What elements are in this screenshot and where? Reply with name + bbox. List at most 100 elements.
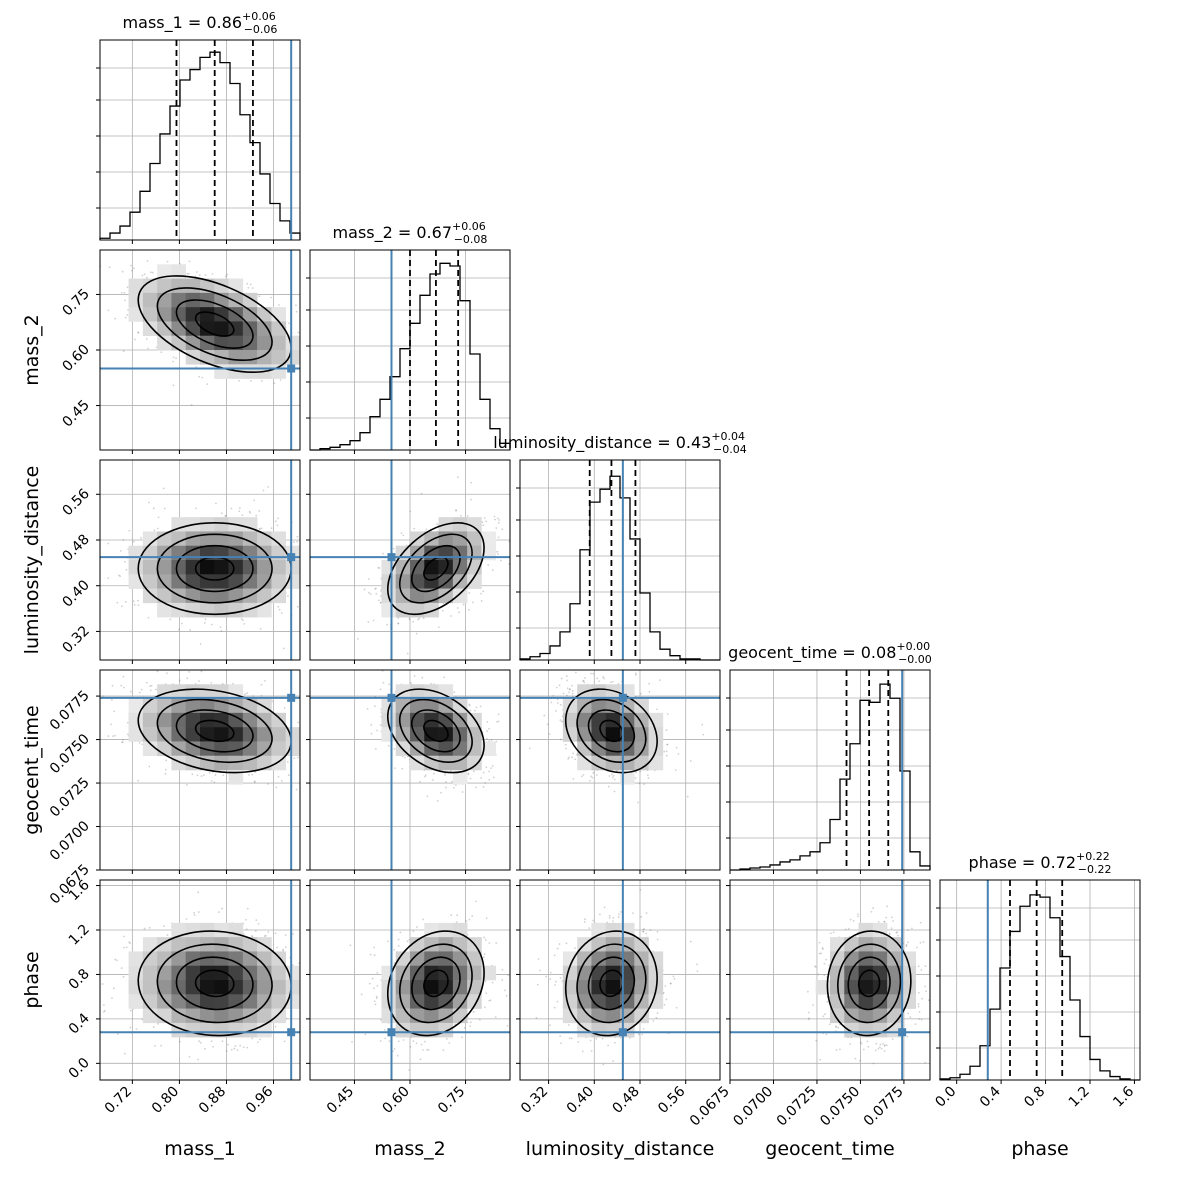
sample-point [494, 518, 496, 521]
sample-point [323, 789, 325, 791]
density-cell [452, 517, 468, 532]
sample-point [121, 741, 124, 744]
density-cell [438, 741, 454, 757]
density-cell [271, 560, 287, 575]
sample-point [401, 767, 404, 770]
density-cell [157, 727, 172, 742]
sample-point [251, 287, 254, 289]
sample-point [403, 756, 406, 759]
contour-line [156, 533, 273, 604]
pair-panel-mass_2-vs-luminosity_distance [306, 459, 511, 664]
sample-point [270, 296, 272, 299]
sample-point [387, 744, 390, 747]
sample-point [485, 766, 488, 769]
sample-point [178, 679, 181, 682]
sample-point [367, 621, 370, 623]
sample-point [308, 343, 310, 345]
sample-point [185, 665, 187, 667]
density-cell [438, 560, 454, 575]
density-cell [271, 350, 287, 365]
sample-point [126, 314, 129, 316]
sample-point [374, 747, 377, 750]
sample-point [313, 743, 315, 745]
sample-point [200, 670, 203, 673]
sample-point [213, 781, 216, 784]
sample-point [160, 351, 163, 354]
density-cell [228, 770, 244, 785]
sample-point [120, 684, 123, 687]
density-cell [171, 517, 187, 532]
sample-point [156, 527, 159, 530]
sample-point [246, 692, 249, 695]
sample-point [175, 357, 177, 360]
density-layer [100, 250, 310, 450]
sample-point [157, 516, 160, 519]
sample-point [247, 286, 250, 289]
sample-point [397, 617, 400, 619]
sample-point [138, 742, 141, 744]
sample-point [119, 549, 122, 552]
sample-point [119, 575, 122, 578]
sample-point [479, 705, 482, 708]
sample-point [443, 676, 446, 679]
density-cell [185, 307, 201, 322]
density-cell [395, 698, 411, 714]
histogram-line [99, 51, 301, 240]
sample-point [394, 767, 396, 769]
sample-point [326, 718, 328, 720]
sample-point [380, 595, 382, 597]
density-cell [257, 574, 272, 589]
sample-point [210, 623, 213, 626]
sample-point [562, 667, 564, 669]
sample-point [315, 733, 317, 735]
sample-point [230, 507, 233, 510]
density-cell [157, 321, 172, 337]
density-cell [257, 712, 272, 728]
sample-point [204, 618, 207, 621]
sample-point [141, 743, 144, 746]
sample-point [491, 569, 494, 572]
sample-point [166, 260, 169, 263]
density-cell [157, 698, 172, 714]
density-cell [424, 727, 439, 742]
sample-point [248, 774, 250, 776]
sample-point [305, 729, 307, 731]
density-cell [142, 712, 158, 728]
sample-point [215, 502, 217, 505]
sample-point [412, 620, 415, 623]
sample-point [296, 535, 299, 538]
title-label: mass_2 = [333, 223, 417, 243]
density-cell [185, 755, 201, 771]
sample-point [486, 721, 489, 723]
sample-point [267, 783, 270, 785]
density-cell [171, 684, 187, 699]
sample-point [111, 684, 114, 687]
sample-point [147, 347, 149, 350]
sample-point [129, 690, 132, 693]
density-cell [410, 684, 425, 699]
density-cell [242, 517, 258, 532]
sample-point [120, 605, 123, 608]
sample-point [224, 275, 227, 278]
sample-point [185, 783, 188, 786]
sample-point [273, 382, 276, 385]
sample-point [487, 564, 490, 566]
contour-line [175, 544, 254, 593]
density-cell [185, 335, 201, 351]
sample-point [276, 524, 279, 527]
sample-point [456, 607, 459, 609]
sample-point [468, 703, 471, 706]
sample-point [304, 408, 306, 410]
density-cell [171, 292, 187, 308]
density-cell [185, 698, 201, 714]
pair-panel-mass_1-vs-mass_2 [96, 249, 310, 454]
sample-point [253, 780, 256, 783]
sample-point [121, 270, 124, 273]
density-cell [242, 602, 258, 618]
sample-point [379, 688, 382, 691]
density-cell [200, 755, 215, 771]
sample-point [121, 741, 123, 744]
density-layer [100, 460, 300, 660]
sample-point [421, 676, 424, 679]
sample-point [388, 683, 391, 686]
